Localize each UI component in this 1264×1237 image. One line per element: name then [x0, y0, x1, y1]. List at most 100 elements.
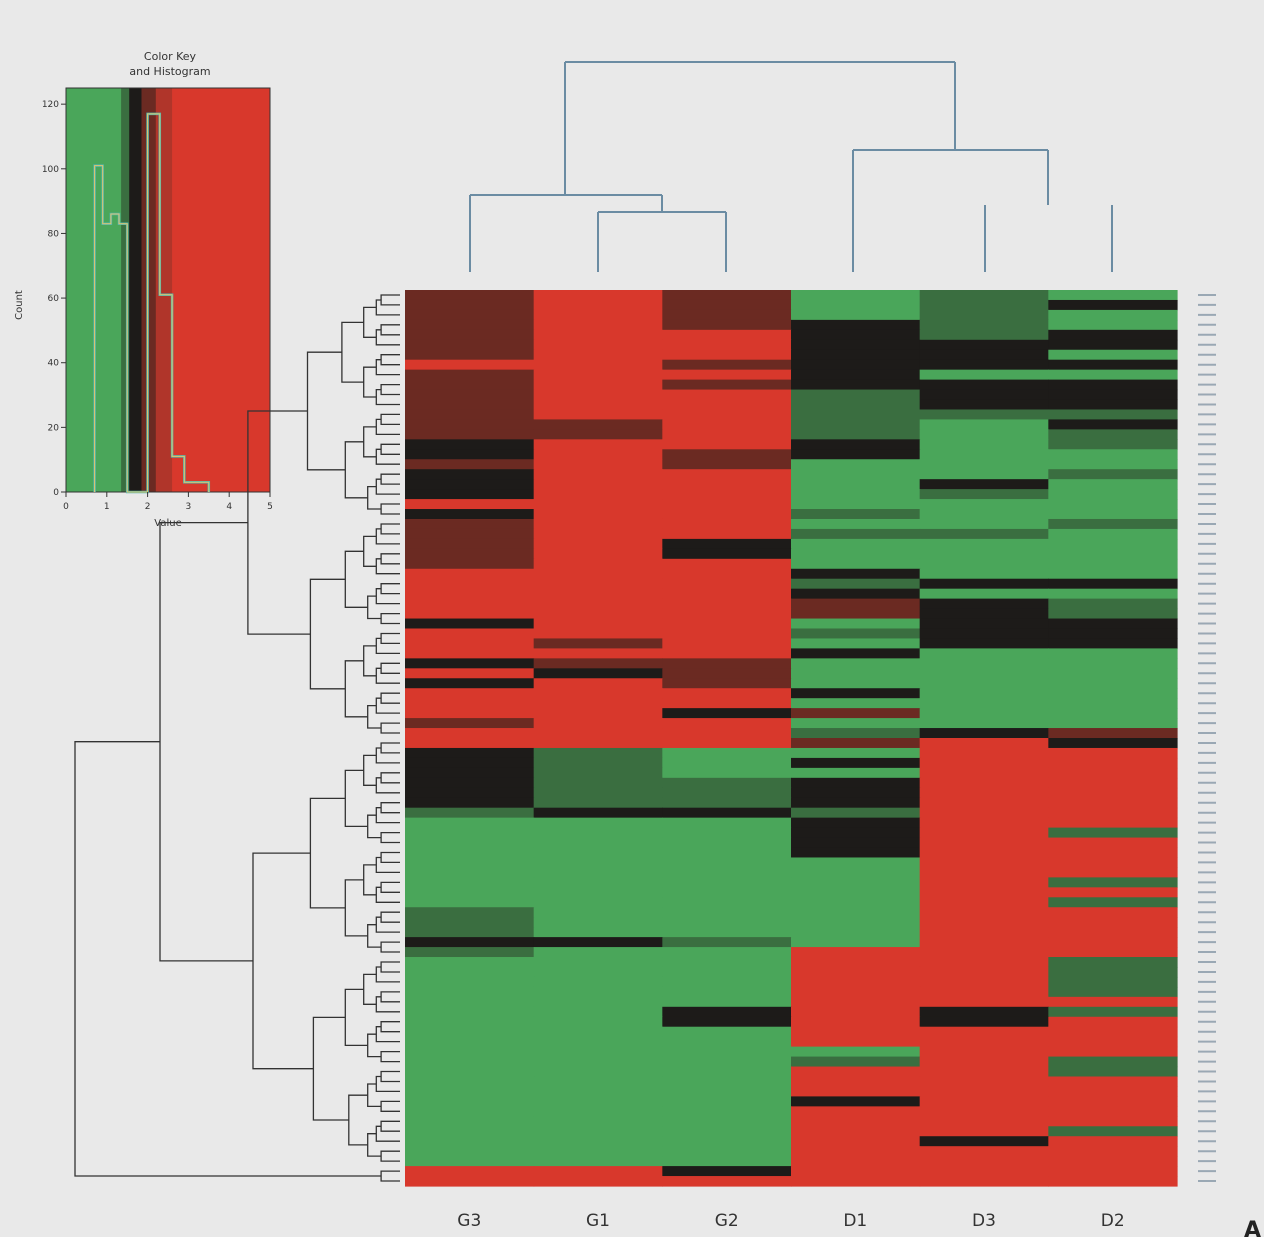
- row-dendrogram-branch: [367, 704, 382, 729]
- row-dendrogram-branch: [306, 351, 346, 471]
- row-dendrogram-branch: [380, 1070, 400, 1083]
- row-dendrogram-branch: [375, 966, 400, 983]
- heatmap-cell: [662, 907, 792, 918]
- color-key-y-tick-label: 40: [48, 359, 60, 369]
- heatmap-cell: [405, 309, 535, 321]
- heatmap-cell: [1048, 439, 1178, 450]
- heatmap-cell: [662, 489, 792, 500]
- color-key-x-tick-label: 1: [104, 502, 110, 512]
- heatmap-cell: [919, 628, 1049, 640]
- heatmap-cell: [662, 429, 792, 440]
- heatmap-cell: [919, 1156, 1049, 1167]
- heatmap-cell: [533, 479, 663, 490]
- heatmap-cell: [1048, 757, 1178, 769]
- heatmap-cell: [791, 887, 921, 898]
- heatmap-cell: [405, 449, 535, 460]
- heatmap-cell: [662, 1156, 792, 1167]
- heatmap-cell: [533, 608, 663, 620]
- heatmap-cell: [662, 648, 792, 659]
- heatmap-cell: [405, 1066, 535, 1078]
- heatmap-cell: [1048, 877, 1178, 888]
- heatmap-cell: [662, 957, 792, 968]
- heatmap-cell: [919, 1096, 1049, 1107]
- heatmap-cell: [791, 947, 921, 958]
- row-dendrogram-branch: [363, 426, 377, 458]
- heatmap-cell: [1048, 678, 1178, 689]
- heatmap-cell: [919, 588, 1049, 600]
- row-dendrogram-branch: [380, 941, 400, 953]
- heatmap-cell: [533, 887, 663, 898]
- row-dendrogram-branch: [380, 294, 400, 306]
- heatmap-cell: [533, 299, 663, 311]
- heatmap-cell: [533, 857, 663, 869]
- heatmap-cell: [662, 867, 792, 878]
- heatmap-cell: [791, 339, 921, 351]
- heatmap-cell: [662, 1066, 792, 1078]
- heatmap-cell: [662, 339, 792, 351]
- row-dendrogram-branch: [375, 667, 400, 684]
- heatmap-cell: [1048, 1026, 1178, 1038]
- heatmap-cell: [919, 1116, 1049, 1127]
- row-dendrogram-branch: [375, 418, 400, 436]
- heatmap-cell: [1048, 698, 1178, 709]
- heatmap-cell: [405, 718, 535, 729]
- color-key-x-tick-label: 3: [186, 502, 192, 512]
- row-dendrogram-branch: [363, 535, 377, 567]
- heatmap-cell: [405, 678, 535, 689]
- heatmap-cell: [533, 588, 663, 600]
- heatmap-cell: [791, 847, 921, 859]
- row-dendrogram-branch: [363, 754, 377, 786]
- heatmap-cell: [919, 996, 1049, 1008]
- heatmap-cell: [919, 1036, 1049, 1048]
- heatmap-cell: [1048, 1146, 1178, 1157]
- heatmap-cell: [405, 1006, 535, 1018]
- row-dendrogram-branch: [375, 478, 400, 495]
- heatmap-cell: [533, 678, 663, 689]
- color-key-frame: [65, 87, 271, 493]
- heatmap-cell: [791, 499, 921, 510]
- heatmap-cell: [405, 499, 535, 510]
- heatmap-cell: [919, 1056, 1049, 1068]
- color-key-x-tick-label: 2: [145, 502, 151, 512]
- heatmap-cell: [919, 1086, 1049, 1097]
- heatmap-cell: [405, 548, 535, 560]
- heatmap-cell: [662, 628, 792, 640]
- heatmap-cell: [662, 787, 792, 799]
- heatmap-cell: [791, 1086, 921, 1097]
- row-dendrogram: [74, 294, 400, 1182]
- heatmap-cell: [1048, 1016, 1178, 1028]
- heatmap-cell: [405, 757, 535, 769]
- heatmap-cell: [919, 867, 1049, 878]
- heatmap-cell: [662, 1176, 792, 1187]
- heatmap-cell: [533, 1006, 663, 1018]
- heatmap-cell: [1048, 1096, 1178, 1107]
- heatmap-cell: [1048, 767, 1178, 779]
- heatmap-cell: [533, 658, 663, 669]
- heatmap-cell: [405, 777, 535, 789]
- row-dendrogram-branch: [252, 852, 314, 1070]
- color-key-title-line2: and Histogram: [129, 65, 210, 78]
- heatmap-cell: [919, 966, 1049, 978]
- row-dendrogram-branch: [380, 1120, 400, 1132]
- heatmap-cell: [533, 528, 663, 540]
- color-key-x-tick-label: 4: [226, 502, 232, 512]
- heatmap-cell: [662, 469, 792, 480]
- heatmap-cell: [662, 349, 792, 361]
- heatmap-cell: [919, 976, 1049, 988]
- heatmap-cell: [662, 290, 792, 301]
- col-dendrogram-g-cluster: [469, 194, 727, 272]
- heatmap-cell: [662, 947, 792, 958]
- heatmap-cell: [405, 578, 535, 590]
- heatmap-cell: [533, 409, 663, 421]
- heatmap-cell: [791, 1046, 921, 1058]
- heatmap-cell: [919, 817, 1049, 829]
- heatmap-cell: [405, 1056, 535, 1068]
- heatmap-cell: [662, 518, 792, 530]
- heatmap-cell: [1048, 738, 1178, 749]
- heatmap-cell: [405, 907, 535, 918]
- row-dendrogram-branch: [375, 886, 400, 903]
- heatmap-cell: [405, 877, 535, 888]
- heatmap-cell: [791, 1056, 921, 1068]
- heatmap-cell: [791, 578, 921, 590]
- heatmap-cell: [1048, 528, 1178, 540]
